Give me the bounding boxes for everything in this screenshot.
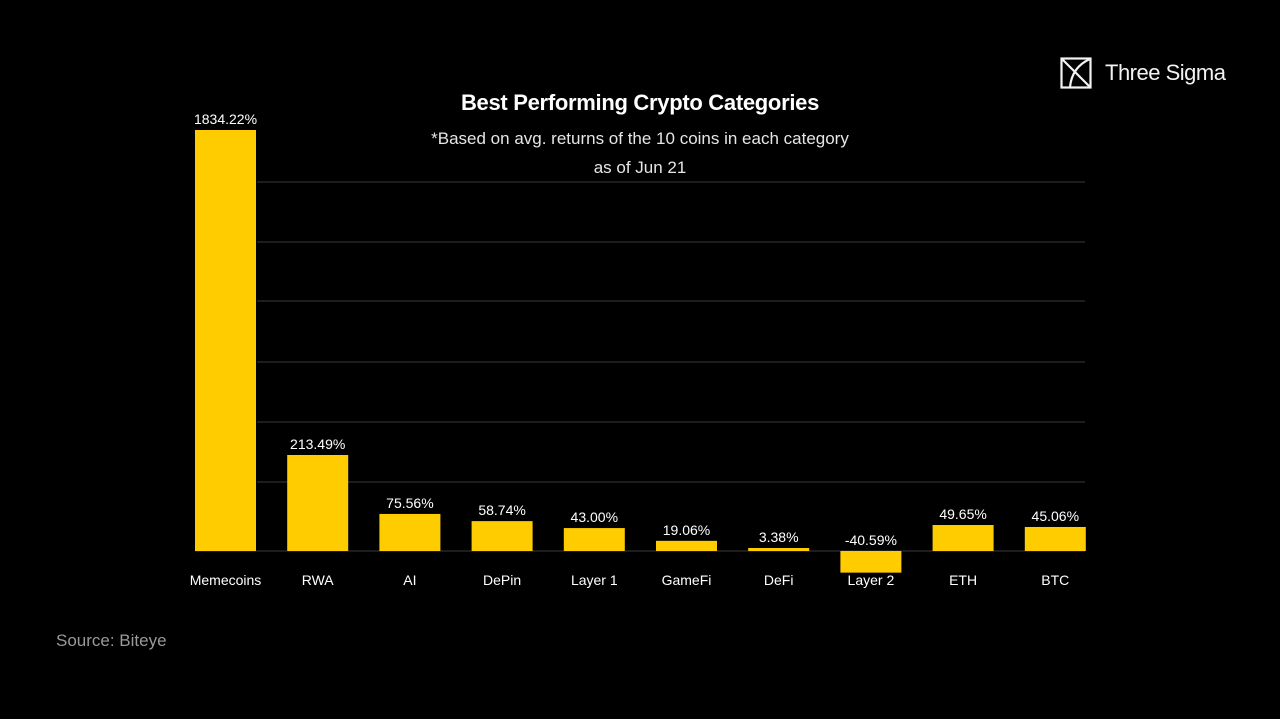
brand: Three Sigma bbox=[1060, 57, 1226, 89]
category-label: BTC bbox=[1041, 572, 1069, 588]
category-label: Layer 1 bbox=[571, 572, 618, 588]
data-label: 3.38% bbox=[759, 529, 799, 545]
source-note: Source: Biteye bbox=[56, 631, 167, 650]
chart-date-note: as of Jun 21 bbox=[593, 158, 687, 177]
category-label: DeFi bbox=[764, 572, 794, 588]
bar bbox=[1024, 526, 1086, 551]
bar bbox=[471, 521, 533, 551]
chart-title: Best Performing Crypto Categories bbox=[460, 90, 820, 115]
category-label: ETH bbox=[949, 572, 977, 588]
category-label: Layer 2 bbox=[848, 572, 895, 588]
bar bbox=[932, 525, 994, 551]
category-label: Memecoins bbox=[190, 572, 262, 588]
data-label: 58.74% bbox=[478, 502, 525, 518]
bar bbox=[379, 513, 441, 551]
data-label: 19.06% bbox=[663, 522, 710, 538]
bar bbox=[287, 455, 349, 551]
data-label: 43.00% bbox=[571, 509, 618, 525]
category-label: AI bbox=[403, 572, 416, 588]
data-label: 213.49% bbox=[290, 436, 345, 452]
data-label: 75.56% bbox=[386, 495, 433, 511]
bar bbox=[840, 551, 902, 573]
bar bbox=[563, 528, 625, 551]
bar bbox=[195, 130, 256, 551]
bar bbox=[748, 548, 810, 551]
three-sigma-logo-icon bbox=[1060, 57, 1092, 89]
data-label: -40.59% bbox=[845, 532, 897, 548]
data-label: 45.06% bbox=[1032, 508, 1079, 524]
data-label: 49.65% bbox=[939, 506, 986, 522]
chart-subtitle: *Based on avg. returns of the 10 coins i… bbox=[431, 129, 849, 148]
category-label: DePin bbox=[483, 572, 521, 588]
brand-name: Three Sigma bbox=[1105, 60, 1226, 85]
category-label: GameFi bbox=[662, 572, 712, 588]
bar bbox=[656, 540, 717, 551]
data-label: 1834.22% bbox=[194, 111, 257, 127]
category-label: RWA bbox=[302, 572, 335, 588]
